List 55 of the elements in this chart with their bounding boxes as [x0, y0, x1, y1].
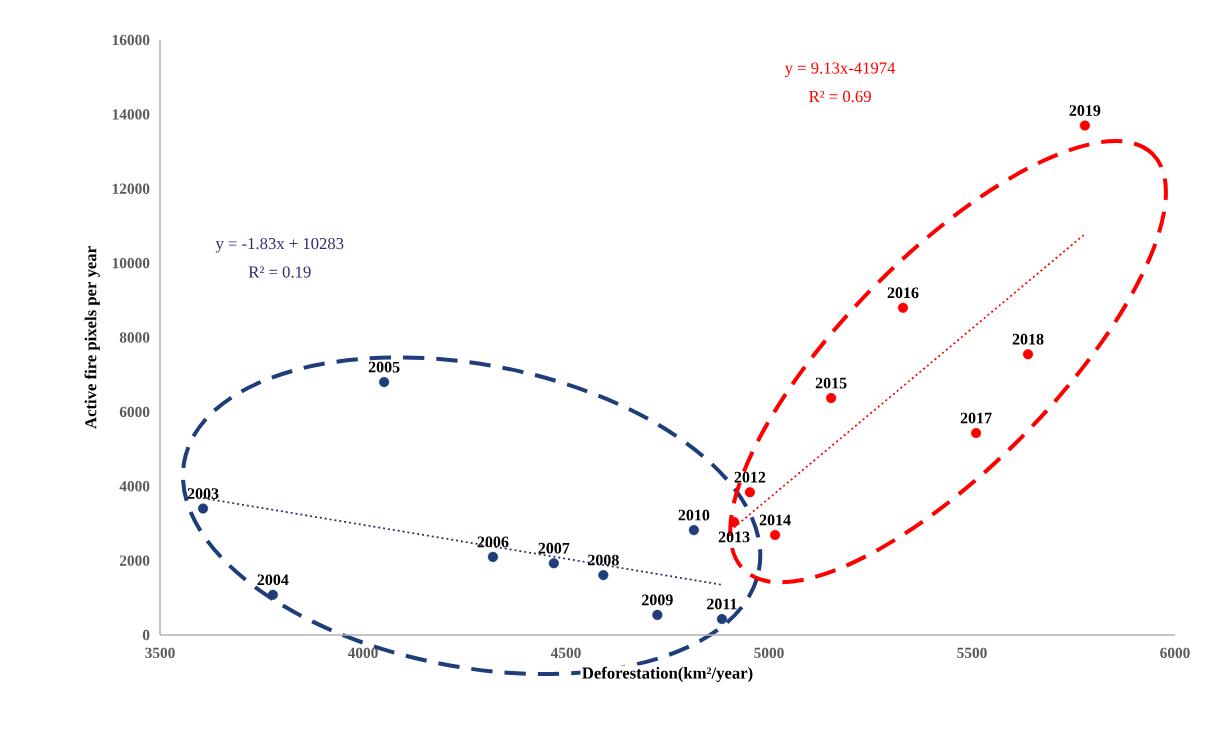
point: [598, 570, 609, 581]
point: [826, 393, 837, 404]
point: [897, 302, 909, 313]
point: [652, 609, 663, 620]
point: [770, 529, 781, 541]
annotation: 2013: [718, 531, 750, 543]
point: [267, 589, 278, 600]
annotation: 2008: [588, 554, 619, 566]
annotation: 2007: [538, 542, 570, 554]
y-tick-label: 12000: [112, 183, 150, 194]
x-tick-label: 4000: [347, 647, 378, 659]
y-tick-label: 2000: [119, 555, 150, 566]
y-tick-label: 0: [142, 629, 150, 641]
point: [688, 525, 699, 536]
annotation: 2019: [1069, 105, 1101, 116]
annotation: 2017: [960, 412, 992, 424]
annotation: 2012: [734, 471, 766, 483]
x-axis-title: Deforestation(km²/year): [582, 666, 753, 683]
point: [548, 558, 559, 569]
annotation: 2010: [678, 509, 710, 521]
annotation: y = -1.83x + 10283: [215, 237, 344, 253]
annotation: 2011: [707, 598, 737, 610]
x-tick-label: 3500: [145, 647, 175, 659]
point: [379, 377, 390, 388]
annotation: 2009: [642, 594, 673, 606]
point: [744, 487, 755, 498]
y-tick-label: 10000: [112, 257, 150, 269]
point: [729, 516, 740, 528]
y-axis-title: Active fire pixels per year: [84, 246, 100, 429]
annotation: 2018: [1012, 333, 1044, 345]
x-tick-label: 5000: [754, 647, 784, 659]
point: [197, 503, 209, 514]
annotation: R² = 0.19: [248, 266, 311, 278]
x-tick-label: 6000: [1160, 647, 1190, 659]
annotation: R² = 0.69: [809, 90, 871, 103]
point: [970, 427, 982, 439]
annotation: 2004: [257, 574, 289, 586]
point: [716, 613, 727, 625]
x-tick-label: 5500: [957, 647, 987, 659]
annotation: 2006: [477, 536, 509, 548]
x-tick-label: 4500: [550, 647, 581, 659]
y-tick-label: 4000: [119, 481, 150, 492]
point: [1022, 349, 1034, 360]
y-tick-label: 16000: [112, 34, 150, 46]
y-tick-label: 14000: [112, 109, 150, 120]
annotation: 2014: [759, 514, 791, 526]
annotation: y = 9.13x-41974: [784, 62, 896, 78]
point: [487, 551, 498, 562]
annotation: 2016: [887, 287, 919, 299]
y-tick-label: 6000: [119, 406, 150, 418]
annotation: 2015: [815, 377, 847, 389]
point: [1079, 120, 1090, 131]
annotation: 2003: [187, 488, 219, 499]
annotation: 2005: [368, 361, 400, 373]
y-tick-label: 8000: [119, 332, 150, 343]
